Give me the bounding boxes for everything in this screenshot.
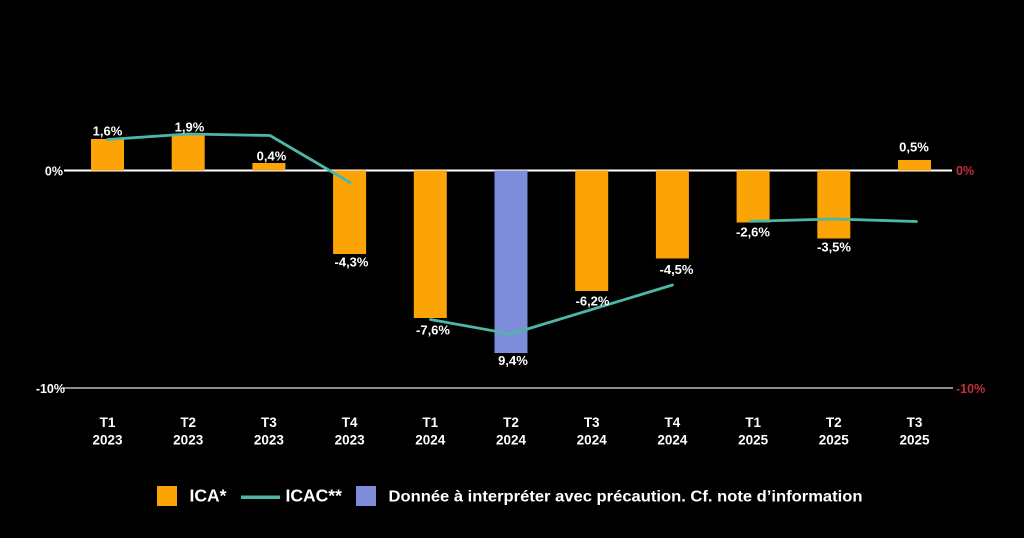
svg-text:2025: 2025 [899, 433, 930, 448]
svg-text:T3: T3 [261, 415, 277, 430]
svg-text:2024: 2024 [657, 433, 688, 448]
svg-text:-2,6%: -2,6% [736, 225, 770, 240]
svg-text:1,9%: 1,9% [175, 120, 205, 135]
svg-text:1,6%: 1,6% [93, 124, 123, 139]
svg-text:-3,5%: -3,5% [817, 240, 851, 255]
svg-text:0,4%: 0,4% [257, 149, 287, 164]
svg-text:2025: 2025 [819, 433, 850, 448]
svg-text:-6,2%: -6,2% [576, 294, 610, 309]
svg-text:0%: 0% [956, 164, 974, 178]
svg-text:9,4%: 9,4% [498, 353, 528, 368]
svg-text:2025: 2025 [738, 433, 769, 448]
svg-text:-10%: -10% [36, 382, 65, 396]
svg-text:Donnée à interpréter avec préc: Donnée à interpréter avec précaution. Cf… [389, 489, 863, 506]
svg-text:T2: T2 [180, 415, 196, 430]
svg-text:0,5%: 0,5% [899, 140, 929, 155]
svg-text:ICAC**: ICAC** [286, 486, 343, 506]
svg-text:2024: 2024 [496, 433, 527, 448]
svg-text:2023: 2023 [335, 433, 366, 448]
svg-text:-4,3%: -4,3% [335, 255, 369, 270]
svg-text:T1: T1 [422, 415, 438, 430]
svg-text:-10%: -10% [956, 382, 985, 396]
svg-text:T2: T2 [503, 415, 519, 430]
svg-text:T2: T2 [826, 415, 842, 430]
svg-text:T3: T3 [907, 415, 923, 430]
svg-text:T4: T4 [342, 415, 358, 430]
svg-text:2023: 2023 [173, 433, 204, 448]
svg-text:T1: T1 [745, 415, 761, 430]
svg-text:2024: 2024 [415, 433, 446, 448]
svg-text:2023: 2023 [254, 433, 285, 448]
svg-text:T3: T3 [584, 415, 600, 430]
svg-text:-4,5%: -4,5% [660, 262, 694, 277]
svg-text:2023: 2023 [92, 433, 123, 448]
svg-text:2024: 2024 [577, 433, 608, 448]
svg-text:0%: 0% [45, 165, 63, 179]
svg-text:-7,6%: -7,6% [416, 323, 450, 338]
svg-text:T1: T1 [100, 415, 116, 430]
svg-text:T4: T4 [665, 415, 681, 430]
svg-text:ICA*: ICA* [190, 486, 227, 506]
